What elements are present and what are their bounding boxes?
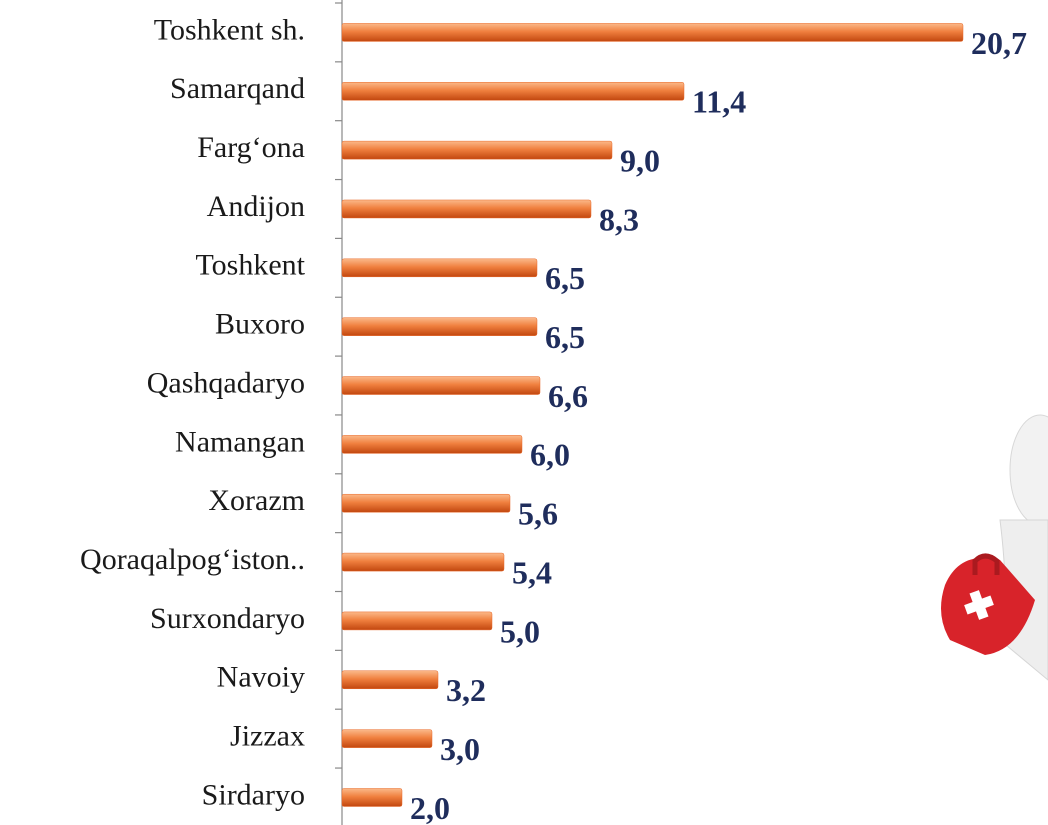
value-label: 6,5 bbox=[545, 260, 585, 296]
category-label: Namangan bbox=[175, 425, 305, 458]
bar bbox=[341, 788, 403, 807]
bar bbox=[341, 670, 439, 690]
bar bbox=[341, 82, 685, 101]
bar bbox=[341, 376, 541, 395]
value-label: 6,6 bbox=[548, 378, 588, 414]
illustration bbox=[941, 414, 1048, 681]
bar bbox=[341, 611, 493, 631]
category-label: Buxoro bbox=[215, 308, 305, 341]
category-label: Qashqadaryo bbox=[147, 366, 305, 399]
category-label: Farg‘ona bbox=[197, 131, 305, 164]
value-label: 6,0 bbox=[530, 437, 570, 473]
value-label: 8,3 bbox=[599, 201, 639, 237]
bar bbox=[341, 435, 523, 454]
bar bbox=[341, 552, 505, 572]
value-label: 5,6 bbox=[518, 496, 558, 532]
category-label: Toshkent sh. bbox=[154, 13, 305, 46]
bar bbox=[341, 258, 538, 278]
value-label: 6,5 bbox=[545, 319, 585, 355]
category-label: Surxondaryo bbox=[150, 602, 305, 635]
value-label: 5,4 bbox=[512, 554, 552, 590]
value-label: 2,0 bbox=[410, 790, 450, 825]
bar bbox=[341, 729, 433, 748]
bar bbox=[341, 199, 592, 219]
category-label: Toshkent bbox=[195, 249, 305, 282]
category-label: Samarqand bbox=[170, 72, 305, 105]
category-label: Navoiy bbox=[217, 661, 305, 694]
value-label: 3,2 bbox=[446, 672, 486, 708]
bar bbox=[341, 23, 964, 42]
value-label: 3,0 bbox=[440, 731, 480, 767]
category-label: Qoraqalpog‘iston.. bbox=[80, 543, 305, 576]
category-label: Sirdaryo bbox=[202, 778, 305, 811]
category-label: Jizzax bbox=[230, 720, 305, 753]
bar bbox=[341, 140, 613, 160]
value-label: 11,4 bbox=[692, 84, 746, 120]
bar bbox=[341, 317, 538, 336]
bar bbox=[341, 493, 511, 513]
category-label: Xorazm bbox=[208, 484, 305, 517]
category-label: Andijon bbox=[207, 190, 305, 223]
value-label: 20,7 bbox=[971, 25, 1027, 61]
value-label: 9,0 bbox=[620, 142, 660, 178]
value-label: 5,0 bbox=[500, 613, 540, 649]
